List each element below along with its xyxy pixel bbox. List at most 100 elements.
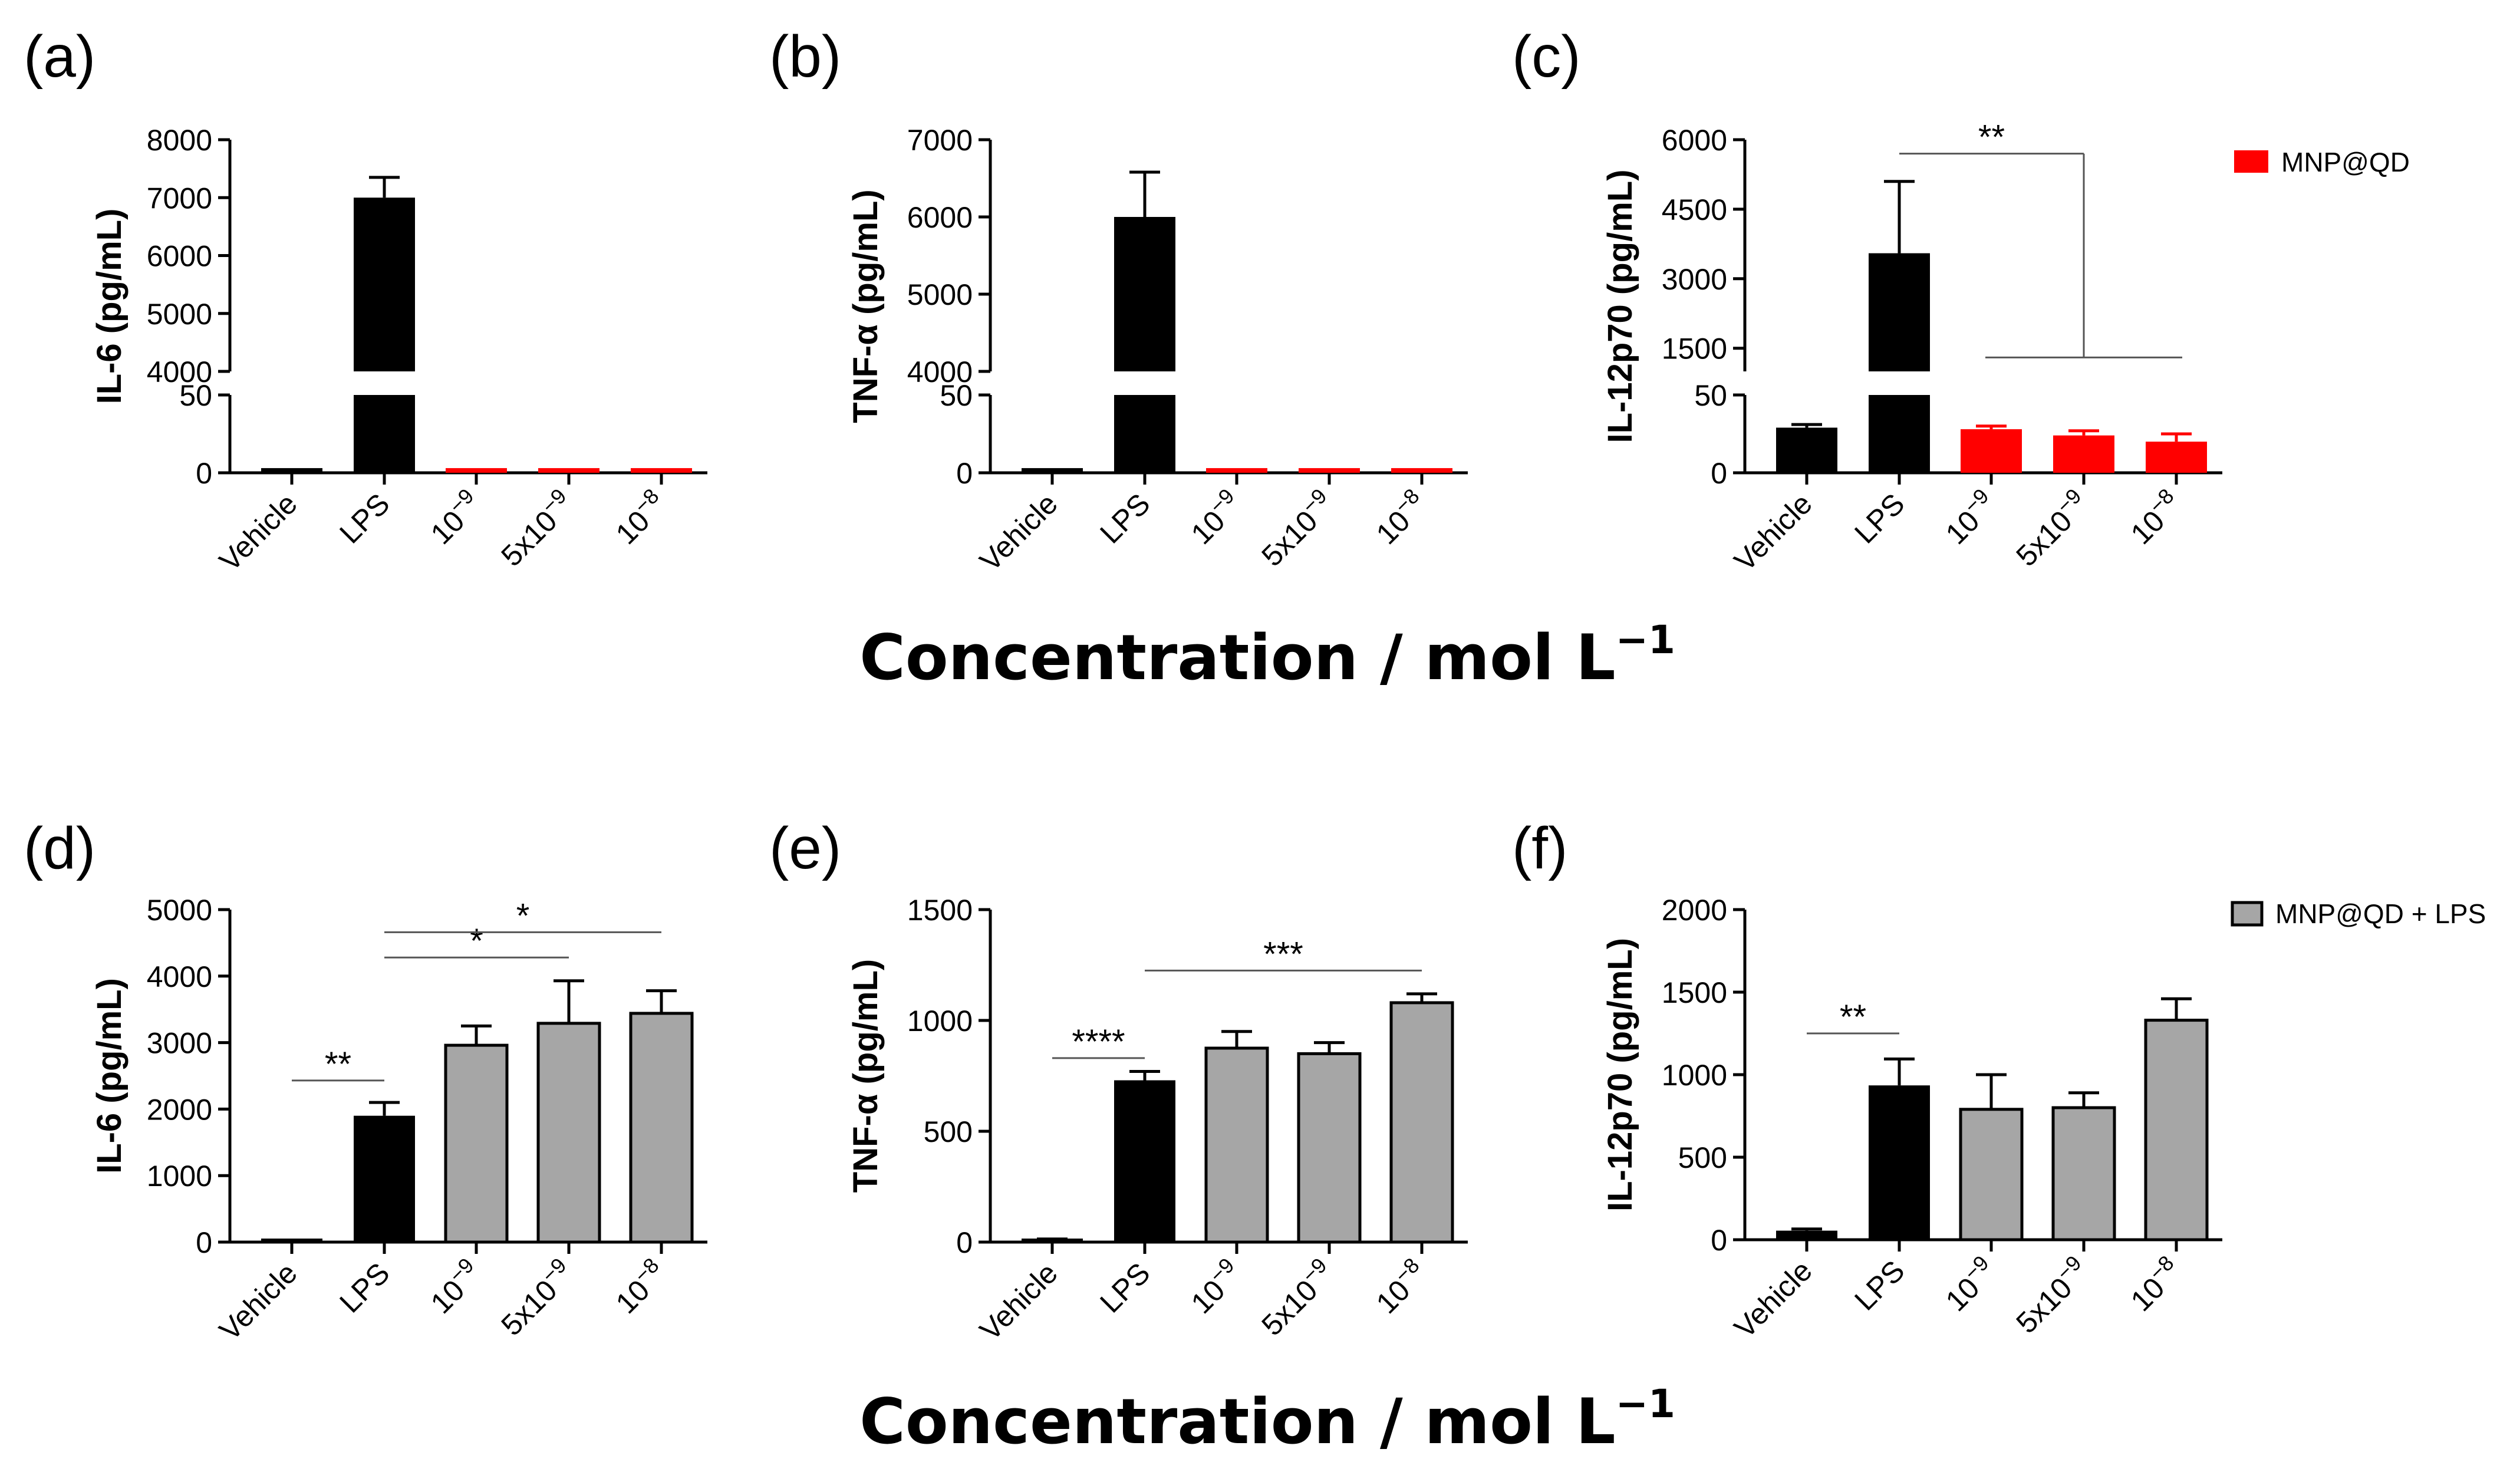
- bar: [1299, 468, 1360, 473]
- bar: [354, 1115, 415, 1242]
- y-tick-label: 7000: [147, 182, 212, 215]
- significance-stars: ***: [1263, 935, 1303, 973]
- y-tick-label: 7000: [907, 124, 973, 157]
- legend-top-label: MNP@QD: [2281, 147, 2410, 177]
- y-tick-label: 4000: [147, 355, 212, 388]
- bar: [2144, 1019, 2209, 1242]
- x-tick-label: LPS: [333, 1256, 396, 1319]
- x-tick-label: 10−8: [1366, 1253, 1434, 1320]
- y-tick-label: 50: [1694, 379, 1727, 412]
- y-tick-label: 1000: [1662, 1059, 1727, 1092]
- panel-label: (a): [24, 24, 95, 90]
- x-tick-label-base: LPS: [333, 1256, 396, 1319]
- panel-f: (f) 0 500 1000 1500 2000 IL-12p70 (pg/mL) Vehic…: [1512, 815, 2222, 1345]
- x-tick-label: 5x10−9: [2007, 1251, 2096, 1340]
- y-tick-label: 0: [196, 457, 212, 490]
- x-tick-label-base: Vehicle: [1728, 487, 1819, 578]
- x-tick-label-base: Vehicle: [213, 1256, 304, 1347]
- bar: [2146, 442, 2207, 473]
- y-tick-label: 0: [1711, 457, 1727, 490]
- x-tick-label: Vehicle: [1728, 1254, 1819, 1345]
- x-tick-label-base: Vehicle: [973, 487, 1064, 578]
- x-tick-label-base: Vehicle: [973, 1256, 1064, 1347]
- y-tick-label: 500: [1678, 1141, 1727, 1174]
- y-tick-label: 0: [956, 457, 973, 490]
- bar: [1389, 1001, 1454, 1244]
- bar: [1869, 1085, 1930, 1240]
- significance-stars: *: [470, 922, 483, 960]
- bar: [1206, 468, 1267, 473]
- y-axis-label: IL-12p70 (pg/mL): [1601, 169, 1639, 443]
- y-axis-label: IL-6 (pg/mL): [90, 978, 129, 1174]
- y-tick-label: 5000: [147, 298, 212, 331]
- x-tick-label: 5x10−9: [1252, 1253, 1341, 1342]
- x-tick-label: 10−8: [606, 484, 673, 551]
- y-tick-label: 1500: [1662, 976, 1727, 1009]
- x-tick-label: Vehicle: [213, 487, 304, 578]
- x-tick-label: 10−9: [1181, 1253, 1249, 1320]
- x-tick-label: LPS: [333, 487, 396, 549]
- bar: [261, 468, 322, 473]
- bar-upper: [354, 197, 415, 371]
- x-tick-label: LPS: [1093, 487, 1156, 549]
- significance-stars: **: [1840, 998, 1866, 1036]
- x-tick-label: 10−8: [1366, 484, 1434, 551]
- x-tick-label: 5x10−9: [492, 484, 581, 573]
- panel-label: (d): [24, 815, 95, 881]
- x-tick-label: 10−8: [2121, 1251, 2188, 1318]
- y-tick-label: 2000: [1662, 894, 1727, 927]
- x-tick-label: 10−9: [1181, 484, 1249, 551]
- bar: [2051, 1106, 2116, 1242]
- legend-top: MNP@QD: [2234, 147, 2410, 177]
- y-tick-label: 1000: [907, 1005, 973, 1038]
- panel-label: (f): [1512, 815, 1567, 881]
- y-axis-label: IL-6 (pg/mL): [90, 209, 129, 404]
- legend-bottom-label: MNP@QD + LPS: [2275, 898, 2486, 929]
- bar: [1869, 395, 1930, 473]
- y-tick-label: 0: [956, 1226, 973, 1259]
- x-tick-label: Vehicle: [973, 1256, 1064, 1347]
- x-tick-label-base: LPS: [1848, 487, 1910, 549]
- y-tick-label: 50: [940, 379, 973, 412]
- x-tick-label-base: Vehicle: [1728, 1254, 1819, 1345]
- bar: [1391, 468, 1452, 473]
- y-tick-label: 5000: [907, 278, 973, 311]
- y-tick-label: 6000: [147, 240, 212, 273]
- x-tick-label: 10−8: [2121, 484, 2188, 551]
- y-tick-label: 3000: [147, 1027, 212, 1060]
- panel-d: (d) 0 1000 2000 3000 4000 5000 IL-6 (pg/mL) Vehi…: [24, 815, 707, 1347]
- y-tick-label: 6000: [1662, 124, 1727, 157]
- significance-stars: *: [516, 897, 530, 935]
- bar: [1114, 395, 1175, 473]
- y-tick-label: 6000: [907, 201, 973, 234]
- significance-stars: ****: [1072, 1023, 1125, 1061]
- x-axis-title-bottom: Concentration / mol L−1: [859, 1381, 1675, 1458]
- x-tick-label: 5x10−9: [1252, 484, 1341, 573]
- x-tick-label-base: LPS: [1093, 1256, 1156, 1319]
- y-tick-label: 4000: [907, 355, 973, 388]
- panel-e: (e) 0 500 1000 1500 TNF-α (pg/mL) Vehicle LPS 10…: [769, 815, 1468, 1347]
- y-tick-label: 500: [924, 1115, 973, 1148]
- bar: [629, 1012, 694, 1244]
- x-tick-label: 10−9: [421, 484, 488, 551]
- y-axis-label: TNF-α (pg/mL): [846, 959, 885, 1193]
- x-tick-label: 10−8: [606, 1253, 673, 1320]
- bar: [538, 468, 599, 473]
- y-tick-label: 2000: [147, 1093, 212, 1126]
- x-tick-label: 5x10−9: [2007, 484, 2096, 573]
- y-tick-label: 3000: [1662, 263, 1727, 296]
- bar: [1114, 1080, 1175, 1242]
- x-tick-label-base: LPS: [1093, 487, 1156, 549]
- x-tick-label-base: LPS: [333, 487, 396, 549]
- x-tick-label: LPS: [1848, 1254, 1910, 1316]
- x-tick-label: LPS: [1848, 487, 1910, 549]
- significance-stars: **: [325, 1045, 351, 1084]
- y-axis-label: IL-12p70 (pg/mL): [1601, 938, 1639, 1211]
- x-tick-label: 10−9: [421, 1253, 488, 1320]
- panel-label: (e): [769, 815, 841, 881]
- y-tick-label: 0: [196, 1226, 212, 1259]
- x-tick-label: Vehicle: [213, 1256, 304, 1347]
- bar-upper: [1114, 217, 1175, 371]
- x-tick-label: Vehicle: [973, 487, 1064, 578]
